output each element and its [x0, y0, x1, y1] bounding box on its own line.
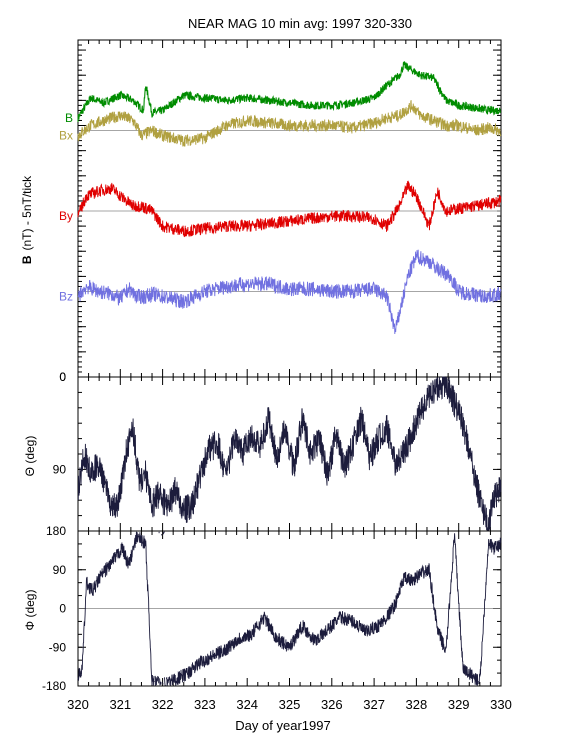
series-label-bx: Bx	[59, 129, 73, 143]
phi-panel-series	[77, 531, 502, 687]
series-line-bz	[77, 249, 502, 335]
x-tick-label: 322	[152, 697, 174, 712]
x-tick-label: 326	[321, 697, 343, 712]
x-tick-label: 328	[406, 697, 428, 712]
x-tick-label: 330	[490, 697, 512, 712]
theta-tick-label: 0	[59, 370, 66, 384]
field-panel-y-axis-label: B (nT) - 5nT/tick	[20, 175, 34, 264]
phi-panel: -180 -90 0 90 180 Φ (deg)	[23, 524, 502, 693]
phi-tick-label: -90	[49, 640, 67, 654]
theta-panel: 0 90 Θ (deg)	[23, 370, 502, 532]
x-tick-label: 321	[109, 697, 131, 712]
theta-tick-label: 90	[53, 462, 67, 476]
field-panel-y-axis-label-bold: B	[20, 255, 34, 264]
x-axis-label: Day of year1997	[235, 718, 330, 733]
x-tick-label: 320	[67, 697, 89, 712]
series-label-by: By	[59, 209, 73, 223]
field-panel-ticks	[77, 40, 502, 377]
x-axis-label-prefix: Day of year	[235, 718, 302, 733]
field-panel-series-labels: B Bx By Bz	[59, 111, 73, 304]
series-line-bx	[77, 100, 502, 147]
field-panel: B Bx By Bz 0 B (nT) - 5nT/tick	[20, 39, 502, 384]
phi-panel-ticks	[77, 531, 502, 686]
theta-panel-y-axis-label: Θ (deg)	[23, 436, 37, 477]
x-tick-label: 323	[194, 697, 216, 712]
x-axis-label-year: 1997	[302, 718, 331, 733]
field-panel-series	[77, 61, 502, 335]
phi-series-line	[77, 531, 502, 687]
phi-tick-label: 180	[46, 524, 66, 538]
x-tick-label: 324	[236, 697, 258, 712]
x-tick-label: 325	[279, 697, 301, 712]
theta-panel-ticks	[77, 377, 502, 531]
series-line-b	[77, 61, 502, 123]
field-panel-y-axis-label-units: (nT) - 5nT/tick	[20, 175, 34, 251]
theta-panel-series	[77, 376, 502, 532]
theta-series-line	[77, 376, 502, 532]
x-tick-label: 327	[363, 697, 385, 712]
chart-title: NEAR MAG 10 min avg: 1997 320-330	[188, 16, 412, 31]
x-tick-labels: 320 321 322 323 324 325 326 327 328 329 330	[67, 697, 512, 712]
series-label-b: B	[65, 111, 73, 125]
phi-tick-label: 0	[59, 602, 66, 616]
phi-panel-y-axis-label: Φ (deg)	[23, 590, 37, 631]
phi-tick-label: -180	[42, 679, 66, 693]
theta-panel-tick-labels: 0 90	[53, 370, 67, 476]
x-tick-label: 329	[448, 697, 470, 712]
phi-tick-label: 90	[53, 563, 67, 577]
field-panel-zero-label: 0	[59, 370, 66, 384]
phi-panel-tick-labels: -180 -90 0 90 180	[42, 524, 66, 693]
series-line-by	[77, 180, 502, 238]
series-label-bz: Bz	[59, 290, 73, 304]
